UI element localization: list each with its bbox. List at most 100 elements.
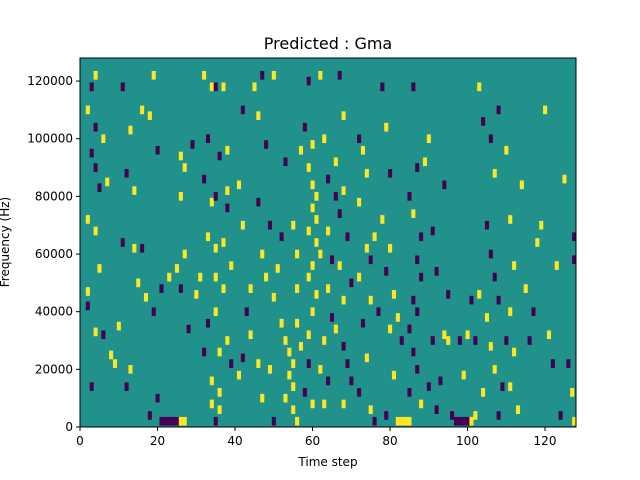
heatmap-cell [345, 359, 350, 368]
heatmap-cell [446, 290, 451, 299]
heatmap-cell [178, 416, 183, 426]
heatmap-cell [341, 295, 346, 305]
heatmap-cell [407, 324, 412, 334]
heatmap-cell [306, 330, 311, 340]
heatmap-cell [508, 215, 513, 224]
heatmap-cell [543, 105, 548, 115]
heatmap-cell [248, 330, 253, 340]
heatmap-cell [566, 359, 571, 368]
heatmap-cell [360, 145, 366, 155]
heatmap-cell [504, 145, 509, 155]
x-tick-label: 0 [76, 434, 84, 448]
heatmap-cell [225, 336, 230, 345]
heatmap-cell [407, 416, 412, 426]
y-tick-label: 120000 [27, 74, 73, 88]
heatmap-cell [326, 226, 331, 236]
heatmap-cell [182, 249, 187, 259]
heatmap-cell [434, 405, 439, 415]
heatmap-cell [411, 347, 416, 357]
heatmap-cell [364, 168, 369, 178]
heatmap-cell [341, 111, 346, 120]
heatmap-cell [333, 157, 338, 167]
heatmap-cell [205, 134, 211, 144]
heatmap-cell [306, 359, 311, 368]
heatmap-cell [279, 318, 284, 328]
heatmap-cell [194, 290, 199, 299]
heatmap-cell [140, 105, 145, 115]
heatmap-cell [531, 307, 536, 317]
x-axis-ticks: 0 20 40 60 80 100 120 [76, 427, 556, 448]
heatmap-cell [477, 290, 482, 299]
heatmap-cell [310, 399, 315, 409]
x-tick-label: 60 [305, 434, 320, 448]
heatmap-cell [411, 82, 416, 92]
heatmap-cell [314, 290, 319, 299]
heatmap-cell [271, 416, 276, 426]
heatmap-cell [101, 134, 106, 144]
heatmap-cell [306, 226, 311, 236]
heatmap-cell [368, 255, 373, 265]
heatmap-cell [93, 122, 98, 132]
heatmap-background [80, 58, 576, 427]
heatmap-cell [236, 180, 242, 190]
heatmap-cell [93, 226, 98, 236]
heatmap-cell [384, 411, 389, 420]
heatmap-cell [349, 278, 354, 288]
heatmap-cell [496, 105, 501, 115]
heatmap-cell [457, 336, 462, 345]
heatmap-cell [403, 416, 408, 426]
heatmap-cell [465, 330, 470, 340]
heatmap-cell [279, 232, 284, 242]
heatmap-cell [384, 122, 389, 132]
heatmap-cell [213, 416, 218, 426]
heatmap-cell [202, 347, 207, 357]
heatmap-cell [399, 336, 404, 345]
heatmap-cell [159, 284, 164, 293]
y-tick-label: 20000 [35, 362, 73, 376]
heatmap-cell [430, 226, 435, 236]
heatmap-cell [450, 411, 455, 420]
heatmap-cell [93, 327, 98, 337]
heatmap-cell [535, 238, 540, 247]
heatmap-cell [515, 405, 521, 415]
heatmap-cell [105, 177, 110, 187]
heatmap-cell [236, 370, 242, 380]
heatmap-cell [399, 416, 404, 426]
heatmap-cell [174, 416, 180, 426]
heatmap-cell [198, 272, 203, 282]
heatmap-cell [488, 341, 493, 351]
heatmap-cell [546, 330, 552, 340]
heatmap-cell [221, 82, 226, 92]
plot-area [79, 57, 577, 428]
heatmap-cell [372, 232, 377, 242]
heatmap-cell [314, 215, 319, 224]
heatmap-cell [275, 264, 280, 273]
heatmap-cell [492, 272, 497, 282]
heatmap-cell [248, 284, 253, 293]
y-tick-label: 100000 [27, 132, 73, 146]
heatmap-cell [217, 347, 222, 357]
heatmap-cell [310, 180, 315, 190]
heatmap-cell [97, 183, 102, 193]
chart-title: Predicted : Gma [264, 34, 392, 53]
heatmap-cell [256, 359, 261, 368]
heatmap-cell [465, 416, 470, 426]
heatmap-cell [267, 365, 273, 374]
heatmap-cell [155, 393, 160, 403]
heatmap-cell [213, 192, 218, 201]
heatmap-cell [550, 359, 555, 368]
heatmap-cell [295, 416, 300, 426]
heatmap-cell [554, 261, 559, 270]
heatmap-cell [318, 365, 323, 374]
heatmap-cell [306, 272, 311, 282]
heatmap-cell [322, 399, 327, 409]
heatmap-cell [415, 307, 420, 317]
heatmap-cell [333, 192, 338, 201]
heatmap-cell [388, 243, 393, 253]
heatmap-cell [419, 399, 424, 409]
heatmap-cell [415, 255, 420, 265]
heatmap-cell [357, 272, 362, 282]
heatmap-cell [496, 411, 501, 420]
heatmap-cell [364, 353, 369, 363]
heatmap-cell [481, 117, 486, 126]
